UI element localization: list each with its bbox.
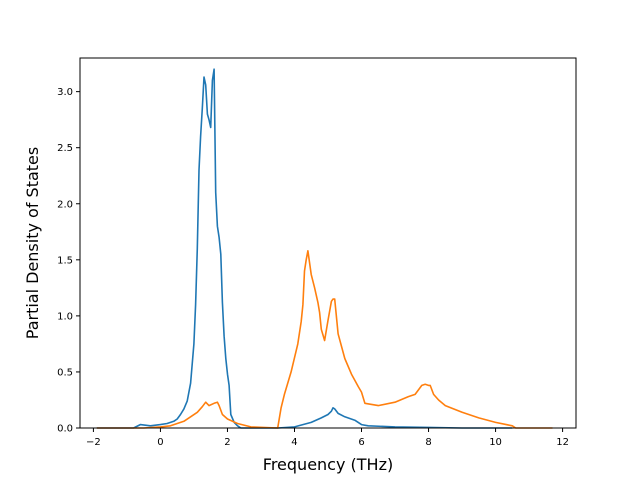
- x-tick-label: 4: [291, 437, 297, 448]
- x-tick-label: 2: [224, 437, 230, 448]
- x-tick-label: 10: [489, 437, 502, 448]
- series-line-2: [96, 250, 553, 429]
- y-tick-label: 0.0: [57, 424, 73, 435]
- y-tick-label: 3.0: [57, 87, 73, 98]
- y-axis-label: Partial Density of States: [23, 147, 42, 339]
- x-tick-label: 0: [157, 437, 163, 448]
- x-axis-label: Frequency (THz): [263, 455, 393, 474]
- y-tick-label: 1.0: [57, 311, 73, 322]
- y-tick-label: 2.0: [57, 199, 73, 210]
- x-tick-label: 6: [358, 437, 364, 448]
- x-axis: −2 0 2 4 6 8 10 12: [86, 428, 569, 448]
- plot-frame: [79, 57, 577, 429]
- x-tick-label: 12: [556, 437, 569, 448]
- y-tick-label: 2.5: [57, 143, 73, 154]
- series-line-1: [96, 68, 513, 429]
- x-tick-label: 8: [425, 437, 431, 448]
- y-tick-label: 0.5: [57, 367, 73, 378]
- y-axis: 0.0 0.5 1.0 1.5 2.0 2.5 3.0: [57, 87, 80, 435]
- y-tick-label: 1.5: [57, 255, 73, 266]
- series-layer: [96, 68, 553, 429]
- x-tick-label: −2: [86, 437, 101, 448]
